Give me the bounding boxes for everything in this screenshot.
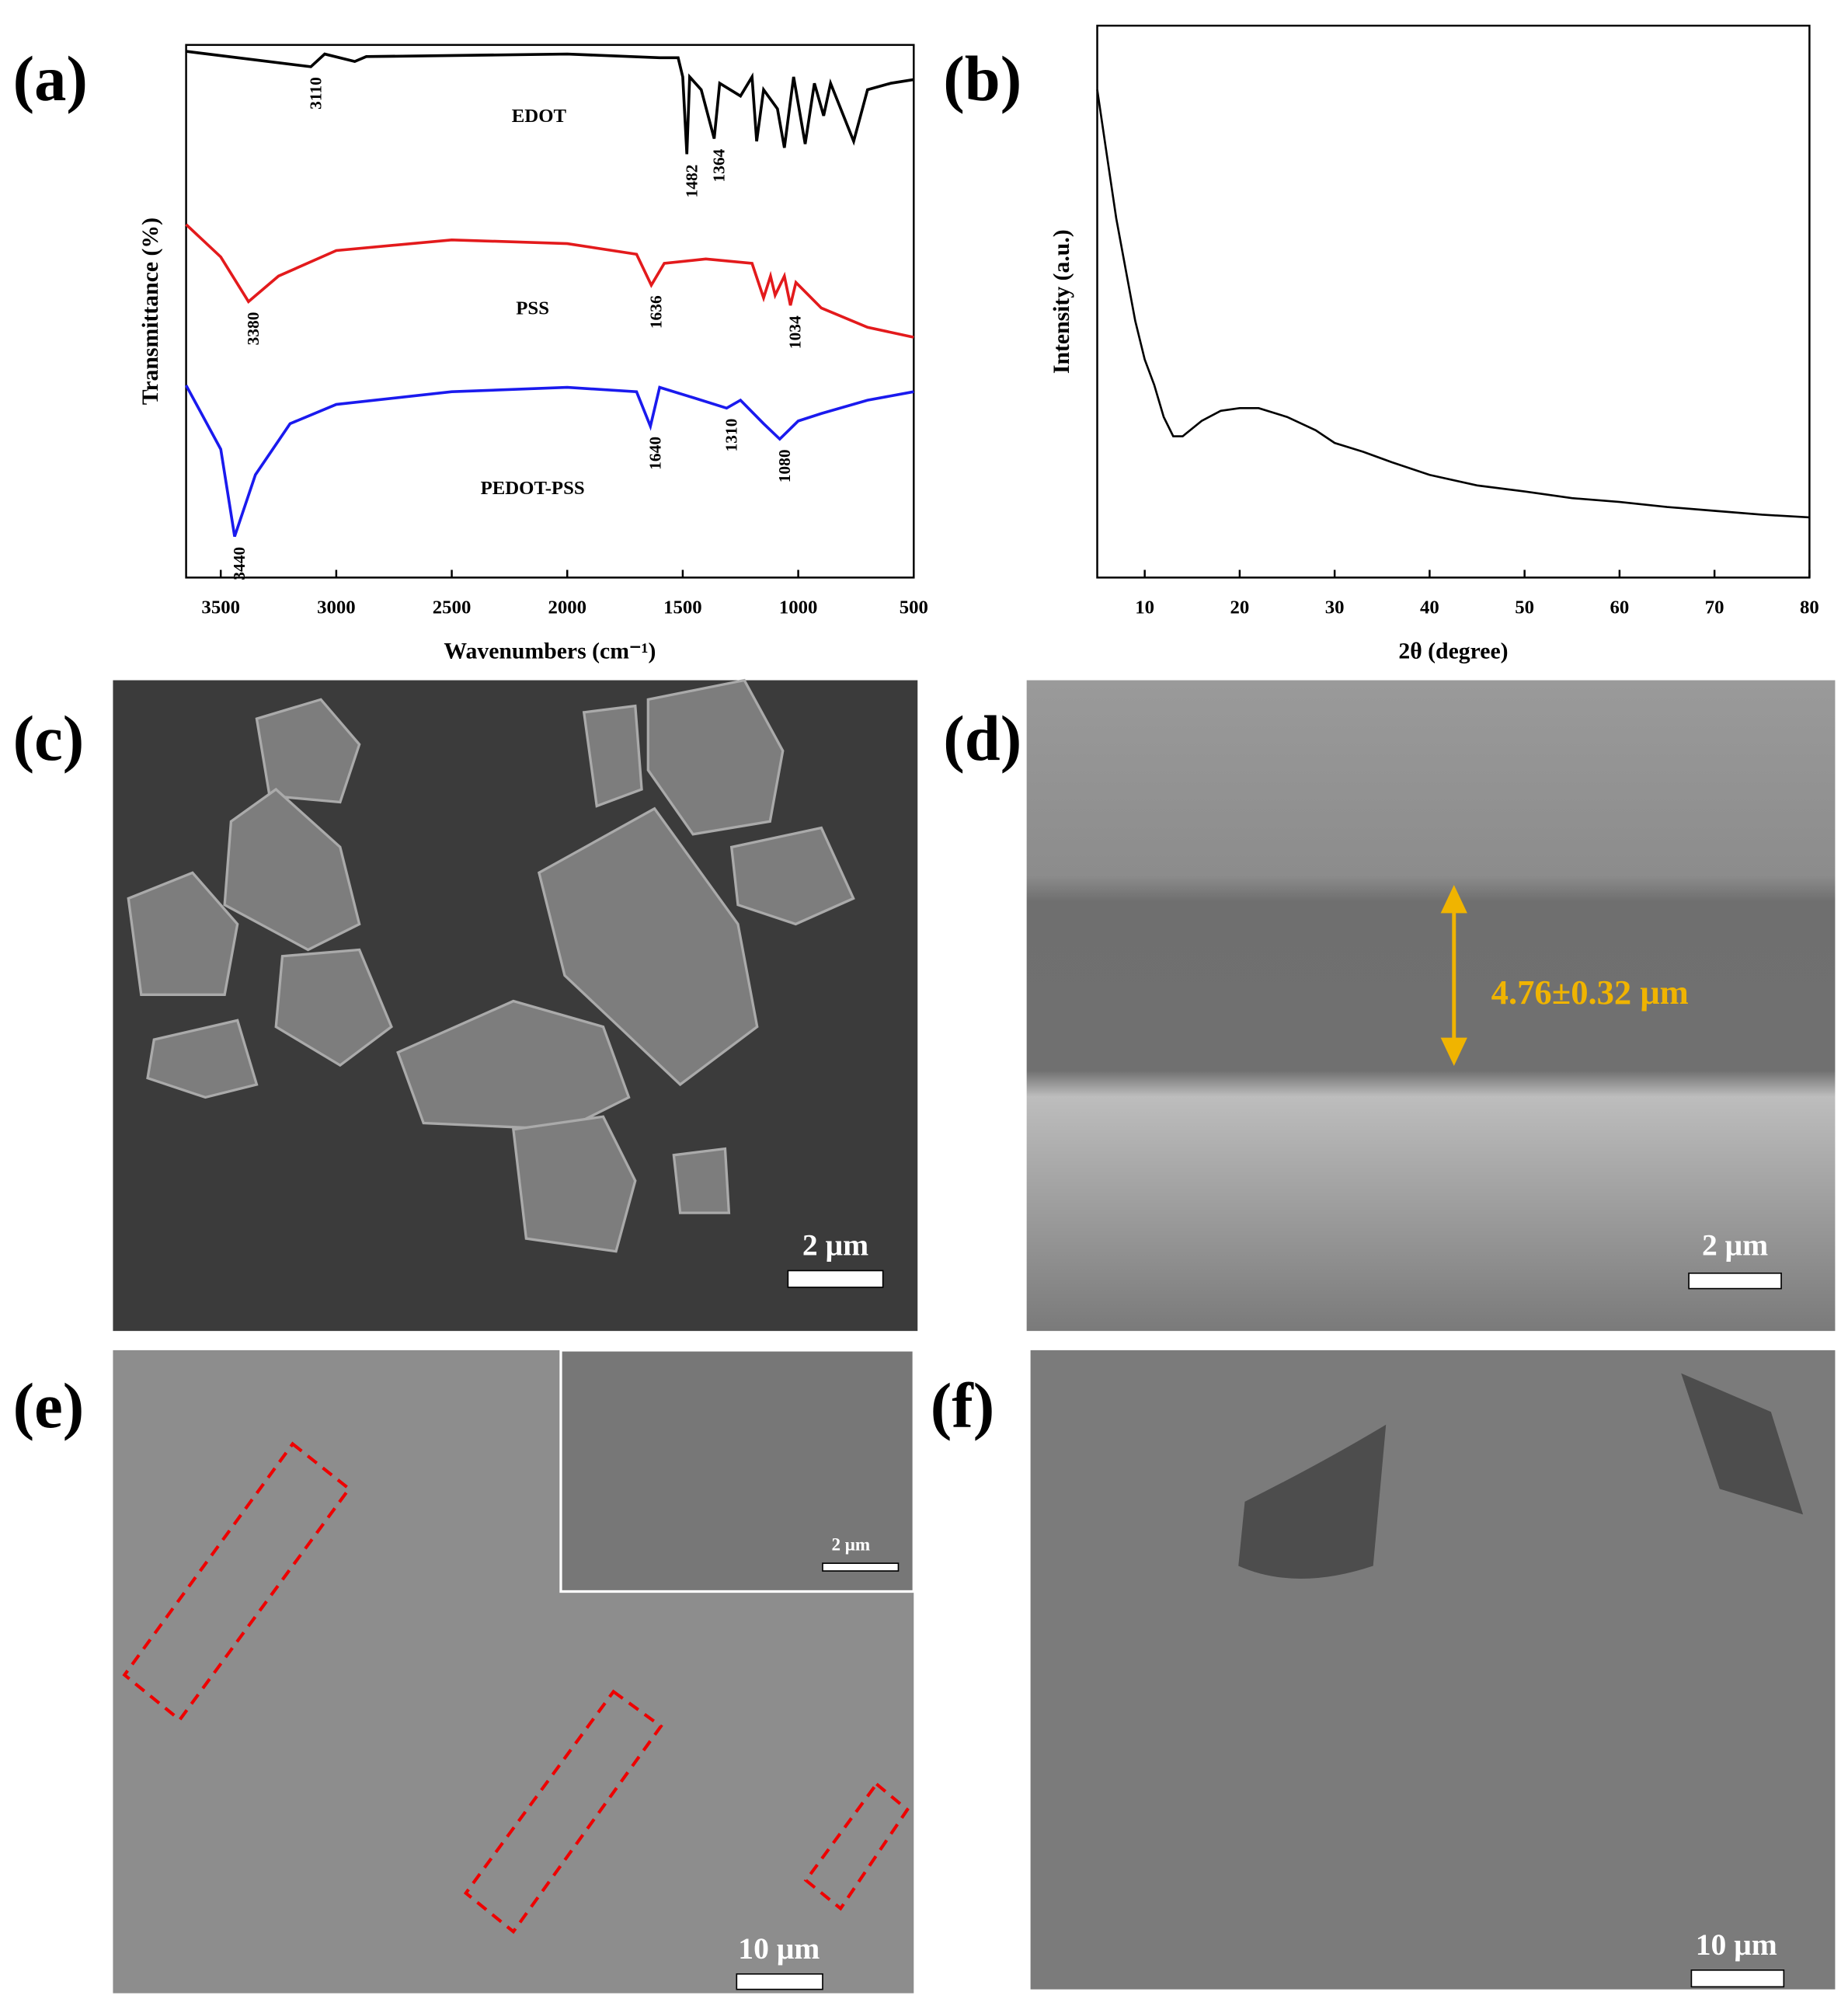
inset-image xyxy=(559,1349,915,1593)
y-axis-label: Transmittance (%) xyxy=(138,218,163,405)
panel-label: (e) xyxy=(13,1370,85,1441)
particles xyxy=(127,678,855,1253)
sem-image xyxy=(1026,680,1836,1332)
panel-label: (b) xyxy=(943,43,1021,114)
x-tick-label: 40 xyxy=(1420,597,1439,618)
x-tick-label: 50 xyxy=(1515,597,1534,618)
thickness-label: 4.76±0.32 μm xyxy=(1491,973,1689,1012)
peak-label: 1034 xyxy=(786,315,805,349)
plot-frame xyxy=(1096,24,1811,579)
spectrum-line xyxy=(185,223,914,339)
peak-label: 1080 xyxy=(775,449,794,482)
peak-label: 1482 xyxy=(682,165,701,198)
spectrum-line xyxy=(1096,89,1810,519)
scale-bar-label: 2 μm xyxy=(831,1535,870,1555)
x-tick-label: 2500 xyxy=(433,597,472,618)
series-label: PSS xyxy=(516,298,549,319)
y-axis-label: Intensity (a.u.) xyxy=(1049,229,1074,374)
peak-label: 1310 xyxy=(722,419,741,452)
peak-label: 3110 xyxy=(306,77,325,110)
panel-label: (d) xyxy=(943,702,1021,774)
scale-bar xyxy=(1690,1969,1785,1988)
x-tick-label: 70 xyxy=(1705,597,1724,618)
spectrum-line xyxy=(184,385,914,538)
x-axis-label: Wavenumbers (cm⁻¹) xyxy=(444,639,656,663)
scale-bar xyxy=(787,1269,884,1288)
scale-bar xyxy=(736,1973,823,1990)
series-label: EDOT xyxy=(512,106,567,127)
peak-label: 1640 xyxy=(646,437,664,470)
scale-bar-label: 2 μm xyxy=(1702,1228,1768,1262)
plot-frame xyxy=(185,44,915,579)
scale-bar-label: 2 μm xyxy=(802,1228,868,1262)
scale-bar xyxy=(1688,1272,1782,1290)
series-label: PEDOT-PSS xyxy=(481,478,585,499)
x-tick-label: 60 xyxy=(1610,597,1630,618)
x-tick-label: 20 xyxy=(1230,597,1250,618)
x-tick-label: 1500 xyxy=(663,597,702,618)
peak-label: 3380 xyxy=(244,312,263,345)
peak-label: 3440 xyxy=(230,547,249,580)
x-tick-label: 3000 xyxy=(317,597,356,618)
x-tick-label: 3500 xyxy=(201,597,240,618)
peak-label: 1364 xyxy=(710,148,729,182)
panel-label: (f) xyxy=(931,1370,995,1441)
scale-bar xyxy=(822,1562,900,1572)
peak-label: 1636 xyxy=(647,295,666,329)
x-tick-label: 500 xyxy=(900,597,928,618)
x-tick-label: 1000 xyxy=(779,597,818,618)
x-axis-label: 2θ (degree) xyxy=(1398,639,1508,663)
sem-feature xyxy=(1238,1373,1804,1579)
x-tick-label: 10 xyxy=(1135,597,1154,618)
highlight-boxes xyxy=(122,1441,910,1935)
panel-label: (c) xyxy=(13,702,85,774)
x-tick-label: 2000 xyxy=(548,597,586,618)
sem-image xyxy=(1030,1349,1836,1990)
scale-bar-label: 10 μm xyxy=(738,1931,820,1966)
x-tick-label: 80 xyxy=(1800,597,1819,618)
panel-label: (a) xyxy=(13,43,88,114)
spectrum-line xyxy=(186,50,914,155)
thickness-arrow xyxy=(1440,885,1467,1067)
x-tick-label: 30 xyxy=(1325,597,1345,618)
scale-bar-label: 10 μm xyxy=(1696,1928,1777,1962)
